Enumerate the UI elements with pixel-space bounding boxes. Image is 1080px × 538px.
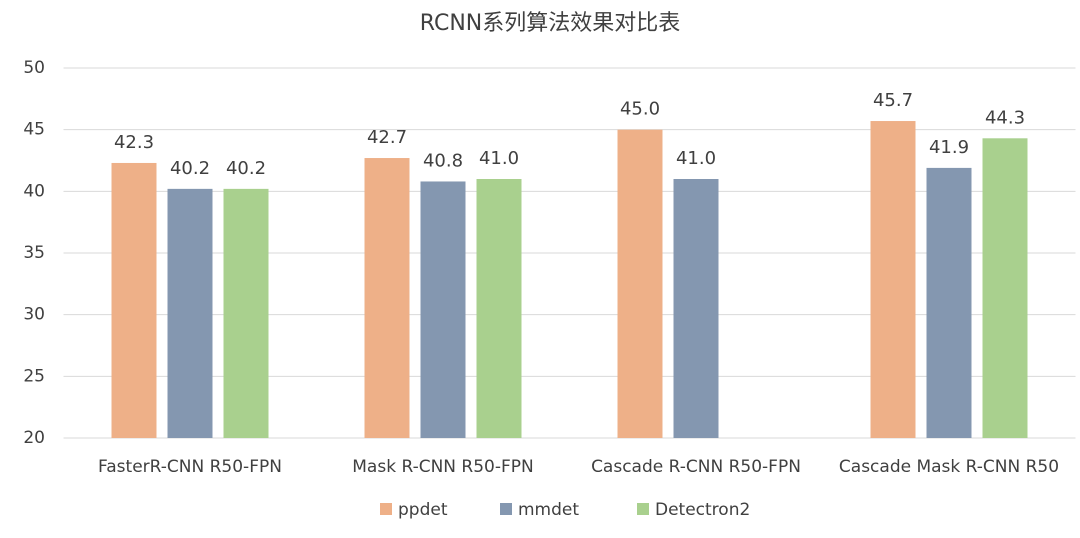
legend-label: mmdet bbox=[518, 500, 579, 520]
bar bbox=[926, 167, 972, 438]
x-tick-label: Cascade Mask R-CNN R50 bbox=[839, 457, 1059, 477]
x-tick-label: FasterR-CNN R50-FPN bbox=[98, 457, 282, 477]
value-label: 45.7 bbox=[873, 90, 913, 111]
bar bbox=[364, 158, 410, 439]
value-label: 42.7 bbox=[367, 127, 407, 148]
y-tick-label: 35 bbox=[23, 243, 45, 263]
bar bbox=[673, 179, 719, 438]
legend-swatch bbox=[637, 503, 649, 515]
y-tick-label: 30 bbox=[23, 305, 45, 325]
bar bbox=[111, 162, 157, 438]
value-label: 45.0 bbox=[620, 99, 660, 120]
value-label: 41.9 bbox=[929, 137, 969, 158]
bar bbox=[982, 138, 1028, 439]
bar bbox=[223, 188, 269, 438]
bar bbox=[167, 188, 213, 438]
legend-swatch bbox=[380, 503, 392, 515]
value-label: 42.3 bbox=[114, 132, 154, 153]
value-label: 44.3 bbox=[985, 107, 1025, 128]
legend-label: ppdet bbox=[398, 500, 448, 520]
y-tick-label: 50 bbox=[23, 58, 45, 78]
x-tick-label: Mask R-CNN R50-FPN bbox=[352, 457, 533, 477]
y-tick-label: 20 bbox=[23, 428, 45, 448]
bar bbox=[420, 181, 466, 438]
bar bbox=[476, 179, 522, 438]
y-tick-label: 25 bbox=[23, 366, 45, 386]
value-label: 41.0 bbox=[676, 148, 716, 169]
value-label: 41.0 bbox=[479, 148, 519, 169]
y-tick-label: 45 bbox=[23, 120, 45, 140]
bar bbox=[617, 129, 663, 438]
value-label: 40.8 bbox=[423, 150, 463, 171]
value-label: 40.2 bbox=[170, 158, 210, 179]
y-tick-label: 40 bbox=[23, 181, 45, 201]
value-label: 40.2 bbox=[226, 158, 266, 179]
legend-label: Detectron2 bbox=[655, 500, 750, 520]
legend-swatch bbox=[500, 503, 512, 515]
bar bbox=[870, 121, 916, 439]
x-tick-label: Cascade R-CNN R50-FPN bbox=[591, 457, 801, 477]
chart-title: RCNN系列算法效果对比表 bbox=[420, 11, 680, 36]
